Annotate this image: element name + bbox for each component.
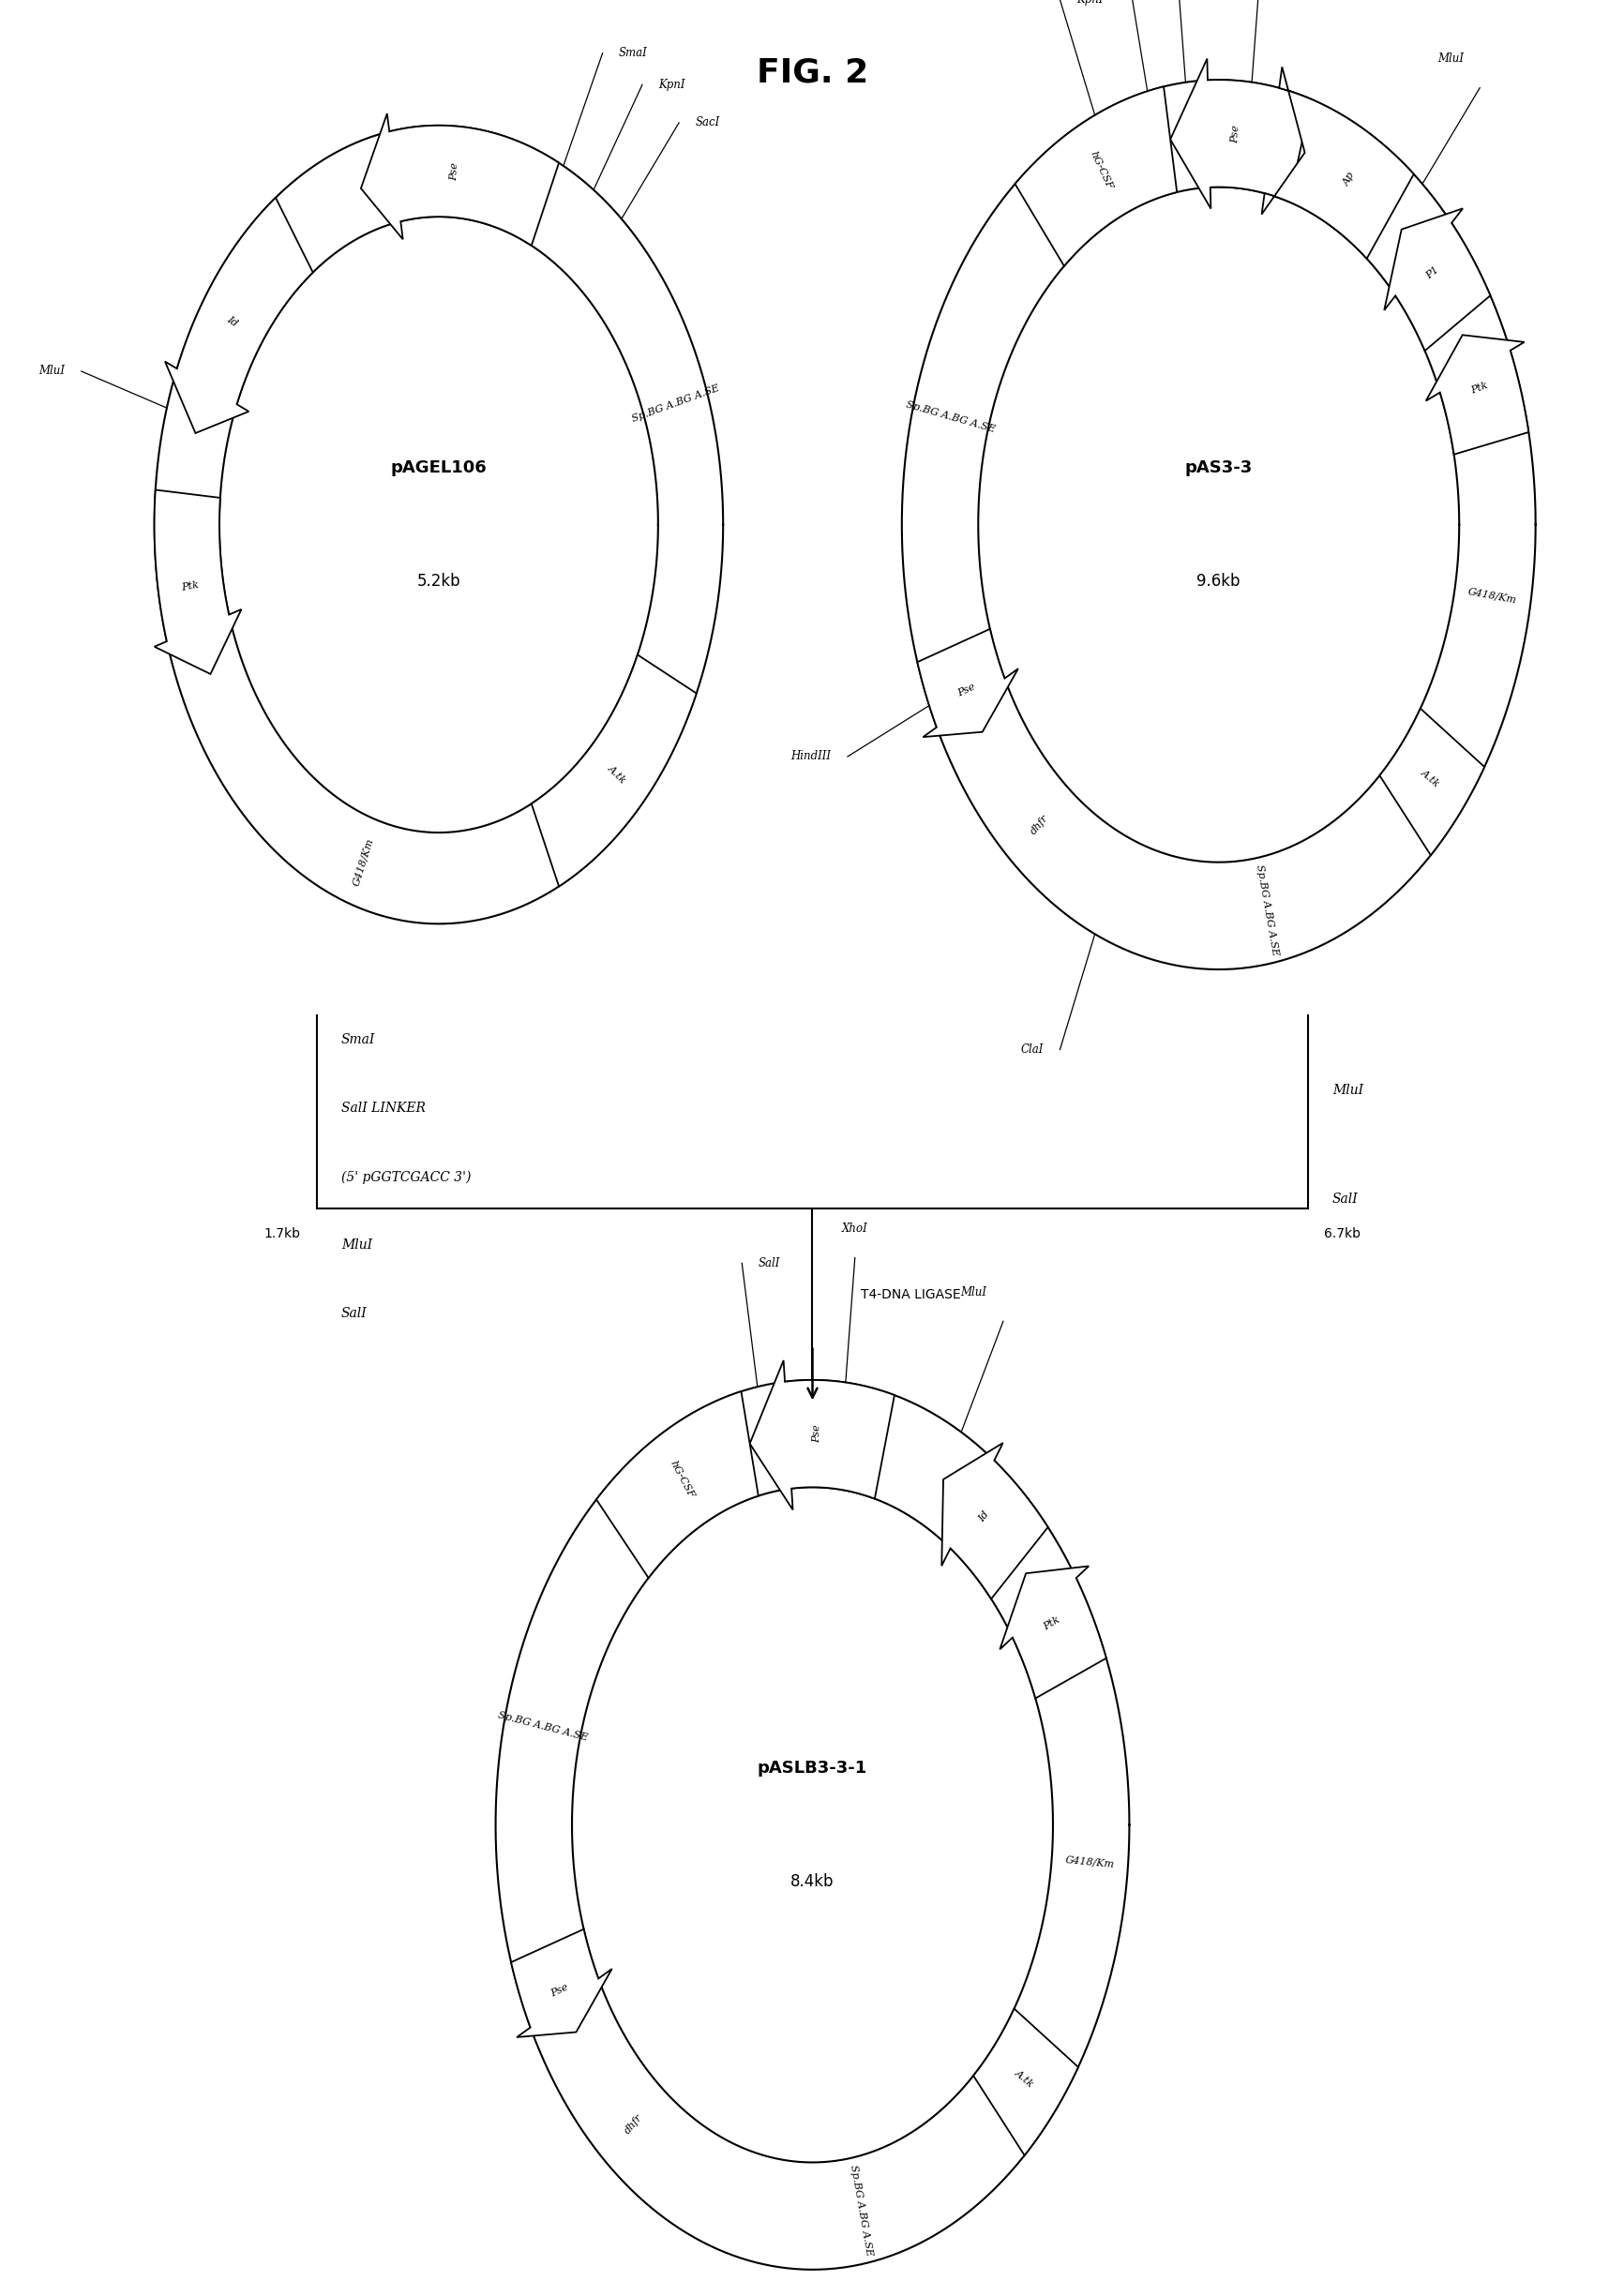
Text: KpnI: KpnI <box>1075 0 1103 7</box>
Polygon shape <box>1426 335 1528 454</box>
Text: Pse: Pse <box>955 682 976 698</box>
Polygon shape <box>154 490 242 675</box>
Polygon shape <box>1015 87 1176 267</box>
Polygon shape <box>1384 208 1489 351</box>
Text: ClaI: ClaI <box>1020 1042 1043 1056</box>
Text: XhoI: XhoI <box>841 1223 867 1234</box>
Text: pAS3-3: pAS3-3 <box>1184 458 1252 477</box>
Text: 1.7kb: 1.7kb <box>263 1227 300 1241</box>
Polygon shape <box>1260 66 1413 258</box>
Text: A.tk: A.tk <box>1013 2069 1034 2089</box>
Text: P1: P1 <box>1423 265 1439 281</box>
Text: dhfr: dhfr <box>622 2112 643 2135</box>
Text: Sp.BG A.BG A.SE: Sp.BG A.BG A.SE <box>905 399 996 433</box>
Text: 9.6kb: 9.6kb <box>1197 573 1239 591</box>
Text: A.tk: A.tk <box>606 764 627 785</box>
Polygon shape <box>512 1930 612 2037</box>
Text: MluI: MluI <box>1332 1083 1363 1097</box>
Polygon shape <box>999 1567 1106 1699</box>
Text: Pse: Pse <box>448 162 460 180</box>
Text: Id: Id <box>976 1510 991 1524</box>
Text: G418/Km: G418/Km <box>1064 1854 1114 1870</box>
Polygon shape <box>361 114 559 246</box>
Text: SalI: SalI <box>1332 1193 1358 1207</box>
Polygon shape <box>1379 709 1484 855</box>
Polygon shape <box>495 1380 1129 2270</box>
Text: (5' pGGTCGACC 3'): (5' pGGTCGACC 3') <box>341 1170 471 1184</box>
Text: 5.2kb: 5.2kb <box>417 573 460 591</box>
Text: MluI: MluI <box>960 1286 986 1298</box>
Text: 6.7kb: 6.7kb <box>1324 1227 1361 1241</box>
Text: T4-DNA LIGASE: T4-DNA LIGASE <box>861 1289 961 1300</box>
Text: Sp.BG A.BG A.SE: Sp.BG A.BG A.SE <box>497 1711 588 1743</box>
Polygon shape <box>1169 59 1311 208</box>
Polygon shape <box>154 125 723 924</box>
Text: Pse: Pse <box>549 1982 570 1998</box>
Polygon shape <box>749 1359 893 1510</box>
Text: Pse: Pse <box>1229 125 1241 144</box>
Text: dhfr: dhfr <box>1028 812 1049 835</box>
Text: Ptk: Ptk <box>182 579 200 593</box>
Text: SalI: SalI <box>341 1307 367 1321</box>
Text: Sp.BG A.BG A.SE: Sp.BG A.BG A.SE <box>848 2165 874 2256</box>
Text: HindIII: HindIII <box>791 750 831 762</box>
Text: hG-CSF: hG-CSF <box>667 1460 695 1501</box>
Text: Sp.BG A.BG A.SE: Sp.BG A.BG A.SE <box>630 383 719 424</box>
Text: KpnI: KpnI <box>658 78 685 91</box>
Polygon shape <box>973 2010 1078 2156</box>
Polygon shape <box>166 198 313 433</box>
Text: 8.4kb: 8.4kb <box>791 1873 833 1891</box>
Polygon shape <box>918 630 1018 737</box>
Polygon shape <box>596 1391 758 1578</box>
Text: Ap: Ap <box>1341 171 1356 187</box>
Polygon shape <box>901 80 1535 969</box>
Text: MluI: MluI <box>1437 52 1463 64</box>
Text: pASLB3-3-1: pASLB3-3-1 <box>757 1759 867 1777</box>
Text: Pse: Pse <box>812 1423 822 1444</box>
Text: SalI LINKER: SalI LINKER <box>341 1102 425 1115</box>
Text: A.tk: A.tk <box>1419 769 1440 789</box>
Text: Sp.BG A.BG A.SE: Sp.BG A.BG A.SE <box>1254 864 1280 956</box>
Text: MluI: MluI <box>39 365 65 376</box>
Text: SalI: SalI <box>758 1257 780 1268</box>
Text: G418/Km: G418/Km <box>351 837 375 887</box>
Text: Ptk: Ptk <box>1470 381 1489 395</box>
Text: FIG. 2: FIG. 2 <box>757 57 867 89</box>
Text: SmaI: SmaI <box>619 48 648 59</box>
Text: SmaI: SmaI <box>341 1033 375 1047</box>
Text: Ptk: Ptk <box>1041 1615 1060 1631</box>
Polygon shape <box>531 655 697 887</box>
Text: SacI: SacI <box>695 116 719 128</box>
Text: Id: Id <box>226 315 239 328</box>
Text: MluI: MluI <box>341 1239 372 1252</box>
Polygon shape <box>940 1444 1047 1599</box>
Text: hG-CSF: hG-CSF <box>1088 151 1112 192</box>
Text: G418/Km: G418/Km <box>1466 586 1517 604</box>
Text: pAGEL106: pAGEL106 <box>390 458 487 477</box>
